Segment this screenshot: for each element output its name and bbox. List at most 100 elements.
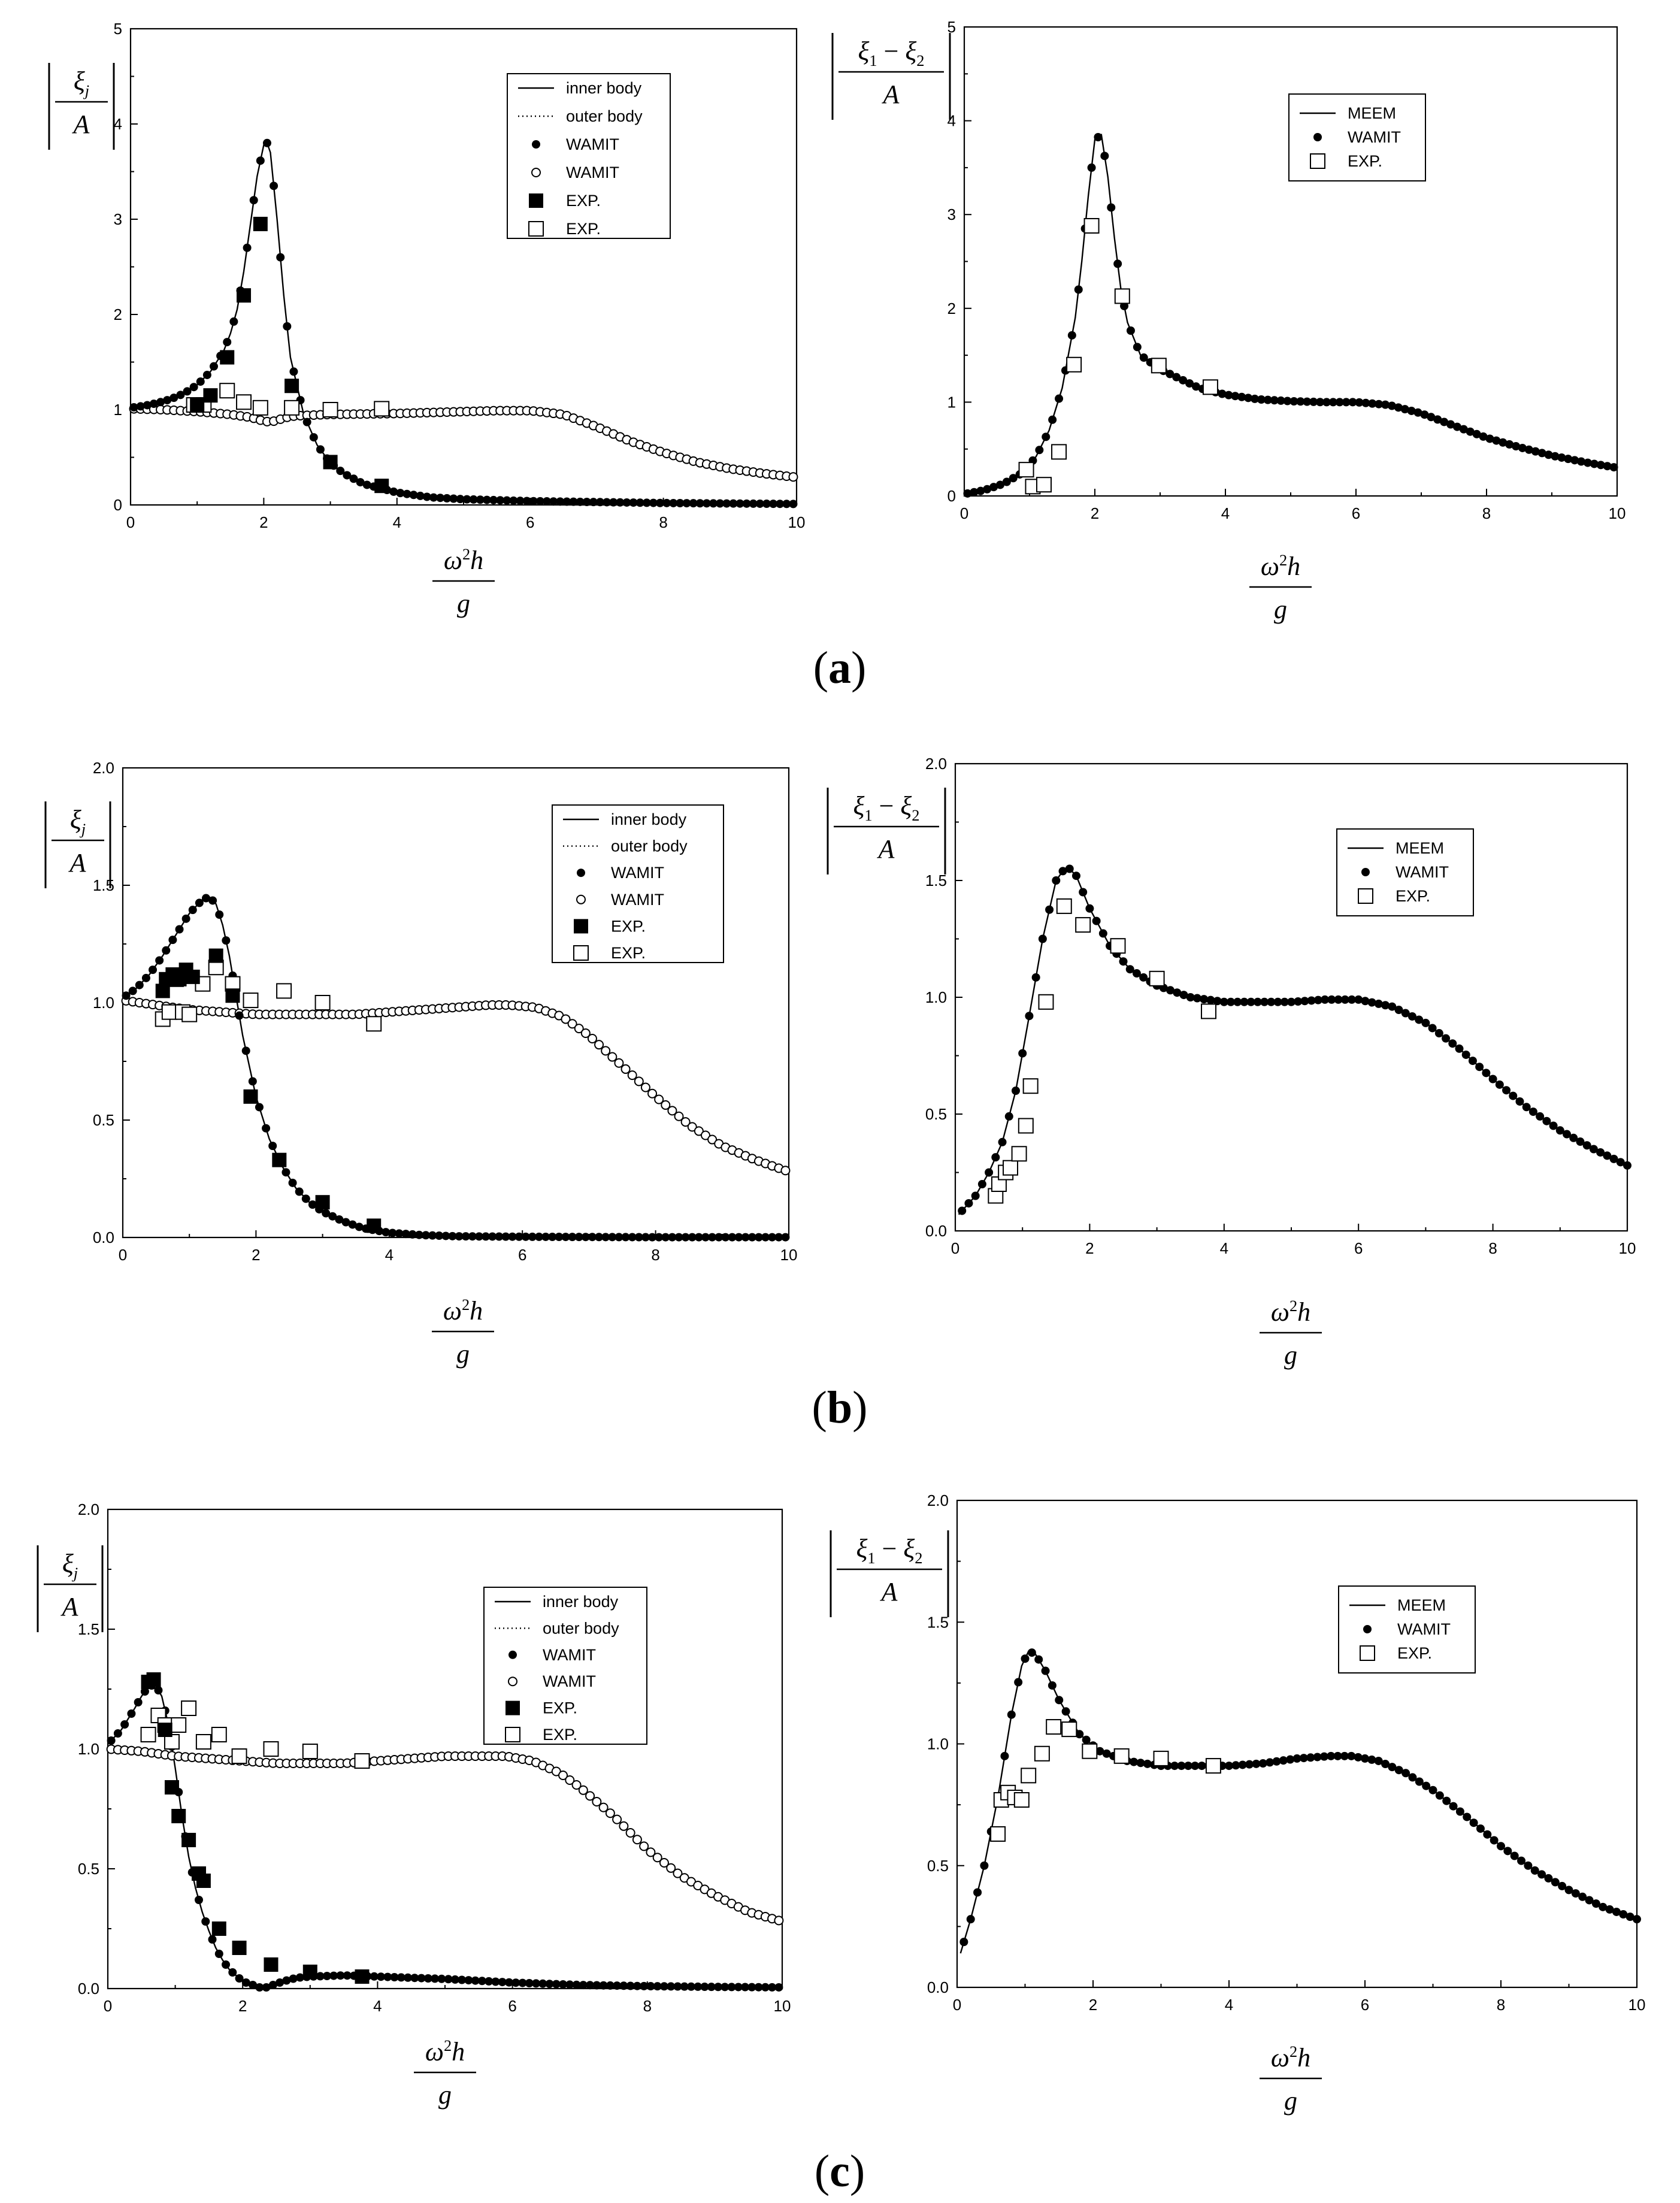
legend-item-a-left: inner body: [518, 79, 642, 97]
wamit-point-c-right: [1422, 1781, 1431, 1790]
wamit-point-b-right: [1340, 995, 1349, 1004]
wamit-inner-point-b-left: [574, 1233, 583, 1242]
wamit-point-c-right: [1027, 1648, 1036, 1657]
wamit-point-c-right: [1558, 1881, 1567, 1890]
wamit-point-c-right: [1619, 1910, 1628, 1919]
wamit-point-c-right: [1055, 1696, 1064, 1705]
wamit-inner-point-b-left: [747, 1233, 756, 1242]
wamit-outer-point-c-left: [639, 1841, 649, 1851]
wamit-inner-point-a-left: [249, 196, 258, 205]
wamit-inner-point-c-left: [410, 1974, 419, 1983]
exp-inner-point-b-left: [225, 988, 240, 1003]
legend-item-a-left-label: EXP.: [566, 220, 601, 238]
wamit-outer-point-c-left: [578, 1785, 588, 1795]
wamit-inner-point-c-left: [538, 1979, 547, 1988]
wamit-outer-point-c-left: [625, 1828, 635, 1838]
exp-inner-point-c-left: [181, 1833, 196, 1847]
y-axis-label-b-right: ξ1 − ξ2A: [827, 788, 946, 874]
wamit-point-a-right: [1094, 133, 1103, 142]
exp-outer-point-b-left: [314, 995, 331, 1010]
wamit-inner-point-b-left: [181, 914, 190, 923]
y-tick-label-b-left: 1.5: [93, 876, 114, 894]
wamit-inner-point-b-left: [215, 910, 224, 919]
wamit-point-b-right: [1179, 991, 1188, 1000]
wamit-outer-point-c-left: [598, 1802, 609, 1812]
wamit-inner-point-b-left: [561, 1233, 570, 1242]
legend-item-c-right: EXP.: [1360, 1644, 1432, 1662]
x-tick-label-c-right: 10: [1628, 1996, 1646, 2014]
wamit-inner-point-b-left: [681, 1233, 690, 1242]
wamit-point-c-right: [1428, 1786, 1437, 1795]
wamit-inner-point-c-left: [686, 1982, 695, 1991]
wamit-inner-point-a-left: [582, 497, 591, 506]
wamit-point-c-right: [1191, 1762, 1200, 1771]
wamit-inner-point-a-left: [429, 493, 438, 502]
wamit-inner-point-b-left: [428, 1231, 437, 1240]
exp-point-c-right: [1082, 1743, 1098, 1759]
legend-item-b-left: EXP.: [573, 944, 646, 962]
wamit-point-c-right: [1082, 1735, 1091, 1744]
wamit-point-a-right: [1518, 443, 1527, 452]
wamit-outer-point-b-left: [707, 1134, 718, 1145]
x-tick-label-b-left: 2: [252, 1246, 260, 1264]
y-tick-label-c-right: 1.0: [927, 1735, 949, 1753]
wamit-point-c-right: [1476, 1824, 1485, 1833]
wamit-point-b-right: [1092, 916, 1101, 925]
wamit-inner-point-c-left: [545, 1980, 554, 1989]
wamit-outer-point-b-left: [567, 1019, 577, 1029]
legend-item-a-left: outer body: [518, 107, 643, 125]
legend-box-c-left: [483, 1587, 647, 1745]
wamit-inner-point-a-left: [769, 500, 778, 509]
legend-item-a-left-label: WAMIT: [566, 135, 619, 153]
legend-item-b-left-swatch: [576, 894, 586, 904]
wamit-inner-point-c-left: [694, 1982, 703, 1991]
wamit-point-b-right: [1300, 997, 1309, 1006]
wamit-outer-point-c-left: [605, 1808, 615, 1818]
wamit-inner-point-b-left: [322, 1209, 331, 1218]
y-axis-label-c-right-fraction-part-2: −: [876, 1534, 904, 1563]
wamit-inner-point-b-left: [754, 1233, 763, 1242]
exp-inner-point-a-left: [220, 350, 235, 365]
wamit-point-c-right: [1231, 1761, 1240, 1770]
wamit-point-a-right: [1551, 452, 1560, 461]
wamit-inner-point-c-left: [450, 1975, 459, 1984]
x-axis-label-a-right-part-0: ω: [1261, 552, 1279, 581]
x-axis-label-b-left-part-2: h: [470, 1296, 483, 1326]
wamit-inner-point-a-left: [356, 478, 365, 487]
legend-item-c-left-label: inner body: [543, 1593, 619, 1611]
wamit-point-c-right: [1075, 1730, 1084, 1739]
wamit-inner-point-a-left: [516, 497, 525, 506]
wamit-inner-point-c-left: [404, 1973, 413, 1982]
wamit-inner-point-c-left: [525, 1979, 534, 1987]
wamit-point-a-right: [1609, 463, 1618, 472]
y-axis-label-c-right: ξ1 − ξ2A: [830, 1530, 949, 1617]
wamit-inner-point-c-left: [396, 1973, 405, 1982]
wamit-point-a-right: [1002, 477, 1011, 486]
y-tick-label-a-right: 2: [948, 299, 956, 317]
wamit-inner-point-c-left: [268, 1981, 277, 1989]
wamit-point-b-right: [1287, 997, 1295, 1006]
wamit-point-c-right: [1143, 1759, 1152, 1768]
wamit-point-c-right: [1130, 1757, 1139, 1766]
x-axis-label-a-left-part-2: h: [470, 546, 483, 575]
legend-item-a-left-swatch: [529, 193, 543, 208]
legend-item-b-left: EXP.: [574, 917, 646, 935]
wamit-inner-point-a-left: [210, 362, 218, 371]
wamit-inner-point-b-left: [262, 1124, 271, 1133]
wamit-inner-point-b-left: [641, 1233, 650, 1242]
wamit-inner-point-b-left: [508, 1232, 517, 1241]
wamit-point-b-right: [1434, 1029, 1443, 1038]
wamit-point-a-right: [1603, 462, 1612, 471]
wamit-inner-point-b-left: [674, 1233, 683, 1242]
wamit-point-b-right: [1549, 1121, 1558, 1130]
wamit-point-c-right: [1442, 1796, 1451, 1805]
exp-outer-point-c-left: [181, 1700, 197, 1716]
legend-item-b-right-label: EXP.: [1396, 887, 1430, 905]
legend-a-left: inner body outer body WAMIT WAMIT EXP. EXP.: [507, 73, 671, 239]
wamit-inner-point-b-left: [728, 1233, 737, 1242]
wamit-inner-point-c-left: [714, 1983, 723, 1992]
wamit-point-a-right: [1126, 326, 1135, 335]
wamit-inner-point-a-left: [270, 181, 279, 190]
